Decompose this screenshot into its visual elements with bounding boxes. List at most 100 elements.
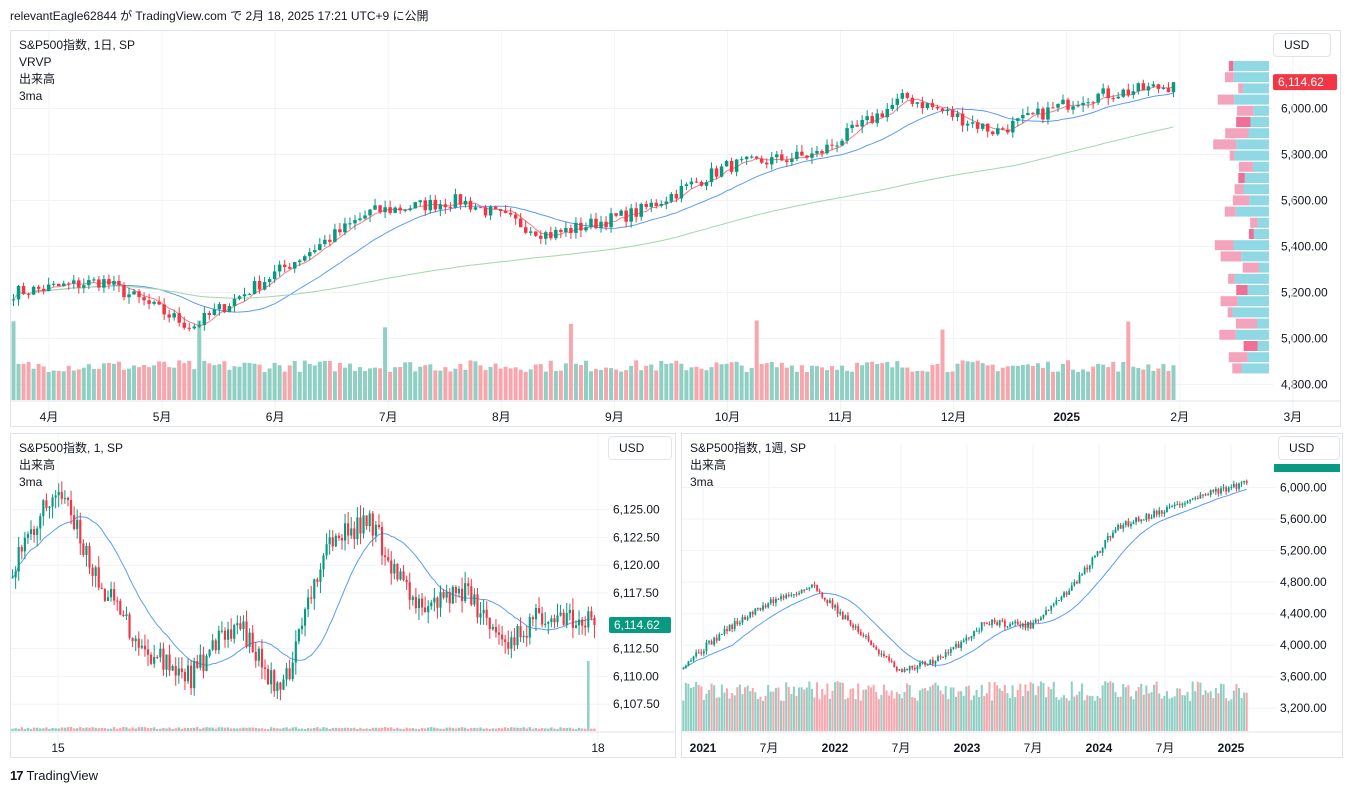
candle-body [1230, 487, 1233, 489]
candle-body [1041, 108, 1045, 120]
candle-body [328, 239, 332, 242]
weekly-currency-button[interactable]: USD [1278, 436, 1340, 460]
candle-body [810, 153, 814, 158]
volume-bar [390, 727, 393, 731]
volume-bar [186, 727, 190, 731]
volume-bar [1040, 367, 1045, 400]
candle-body [373, 205, 377, 210]
volume-bar [1101, 364, 1106, 400]
volume-bar [273, 727, 276, 731]
volume-bar [183, 727, 187, 731]
volume-bar [1146, 364, 1151, 400]
volume-bar [522, 727, 525, 731]
volume-bar [870, 687, 873, 731]
candle-body [491, 626, 494, 630]
intraday-legend-ma[interactable]: 3ma [19, 475, 43, 489]
candle-body [199, 654, 202, 668]
candle-body [1204, 494, 1207, 496]
candle-body [453, 194, 458, 208]
intraday-legend-title[interactable]: S&P500指数, 1, SP [19, 441, 124, 455]
main-legend-vrvp[interactable]: VRVP [19, 55, 52, 69]
volume-bar [855, 362, 860, 400]
volume-bar [965, 686, 968, 731]
volume-bar [697, 684, 700, 731]
volume-bar [1114, 692, 1117, 731]
candle-body [36, 286, 41, 289]
candle-body [970, 122, 975, 124]
volume-bar [882, 684, 885, 731]
candle-body [731, 624, 734, 629]
intraday-legend-volume[interactable]: 出来高 [19, 458, 56, 472]
main-legend-volume[interactable]: 出来高 [19, 72, 56, 86]
candle-body [358, 218, 362, 221]
weekly-legend-volume[interactable]: 出来高 [690, 458, 727, 472]
volume-bar [488, 728, 492, 731]
main-legend-title[interactable]: S&P500指数, 1日, SP [19, 38, 136, 52]
vrvp-up-bar [1235, 206, 1269, 217]
volume-bar [746, 685, 749, 731]
candle-body [664, 201, 669, 204]
volume-bar [998, 688, 1001, 731]
volume-bar [795, 695, 798, 731]
volume-bar [769, 362, 774, 400]
volume-bar [1126, 321, 1131, 400]
candle-body [252, 281, 257, 295]
main-chart-svg[interactable]: 6,000.00 5,800.00 5,600.00 5,400.00 5,200.00… [11, 31, 1341, 427]
main-chart-panel[interactable]: S&P500指数, 1日, SP VRVP 出来高 3ma USD 6,000.… [10, 30, 1341, 427]
volume-bar [543, 728, 547, 731]
footer-brand-text: TradingView [26, 768, 99, 783]
candle-body [207, 313, 212, 316]
volume-bar [790, 694, 793, 731]
main-currency-button[interactable]: USD [1273, 33, 1331, 57]
weekly-legend-ma[interactable]: 3ma [690, 475, 714, 489]
volume-bar [187, 360, 192, 400]
volume-bar [97, 728, 100, 731]
volume-bar [1151, 370, 1156, 400]
volume-bar [500, 728, 504, 731]
candle-body [1225, 487, 1228, 492]
volume-bar [1024, 684, 1027, 731]
candle-body [803, 589, 806, 591]
volume-bar [534, 727, 538, 731]
volume-bar [749, 367, 754, 400]
x-tick-label: 2022 [822, 741, 849, 755]
candle-body [1214, 488, 1217, 492]
weekly-legend-title[interactable]: S&P500指数, 1週, SP [690, 441, 807, 455]
candle-body [374, 524, 377, 536]
x-tick-label: 7月 [892, 741, 911, 755]
volume-bar [473, 727, 476, 731]
candle-body [1047, 610, 1050, 612]
x-tick-label: 6月 [266, 410, 285, 424]
candle-body [746, 617, 749, 620]
candle-body [363, 215, 367, 219]
weekly-chart-svg[interactable]: 6,000.00 5,600.00 5,200.00 4,800.00 4,400.00… [682, 434, 1343, 758]
intraday-currency-button[interactable]: USD [608, 436, 672, 460]
volume-bar [1068, 700, 1071, 731]
candle-body [430, 602, 433, 607]
volume-bar [287, 365, 292, 400]
candle-body [682, 668, 685, 670]
weekly-chart-panel[interactable]: S&P500指数, 1週, SP 出来高 3ma USD 6,000.00 5,6… [681, 433, 1343, 758]
footer-brand[interactable]: 17 TradingView [10, 768, 98, 783]
candle-body [87, 279, 91, 286]
main-legend-ma[interactable]: 3ma [19, 89, 43, 103]
candle-body [1155, 510, 1158, 515]
y-tick-label: 4,000.00 [1280, 638, 1327, 652]
candle-body [483, 207, 488, 216]
candle-body [815, 151, 819, 154]
candle-body [11, 299, 16, 301]
volume-bar [523, 371, 528, 400]
candle-body [508, 212, 513, 215]
volume-bar [885, 690, 888, 731]
volume-bar [900, 367, 905, 400]
intraday-chart-panel[interactable]: S&P500指数, 1, SP 出来高 3ma USD 6,125.00 6,12… [10, 433, 676, 758]
candle-body [599, 221, 603, 229]
candle-body [1202, 494, 1204, 496]
candle-body [1156, 84, 1161, 89]
candle-body [454, 587, 457, 594]
candle-body [73, 515, 76, 530]
y-tick-label: 4,800.00 [1280, 575, 1327, 589]
candle-body [973, 631, 975, 637]
volume-bar [831, 690, 834, 731]
intraday-chart-svg[interactable]: 6,125.00 6,122.50 6,120.00 6,117.50 6,112.50… [11, 434, 676, 758]
